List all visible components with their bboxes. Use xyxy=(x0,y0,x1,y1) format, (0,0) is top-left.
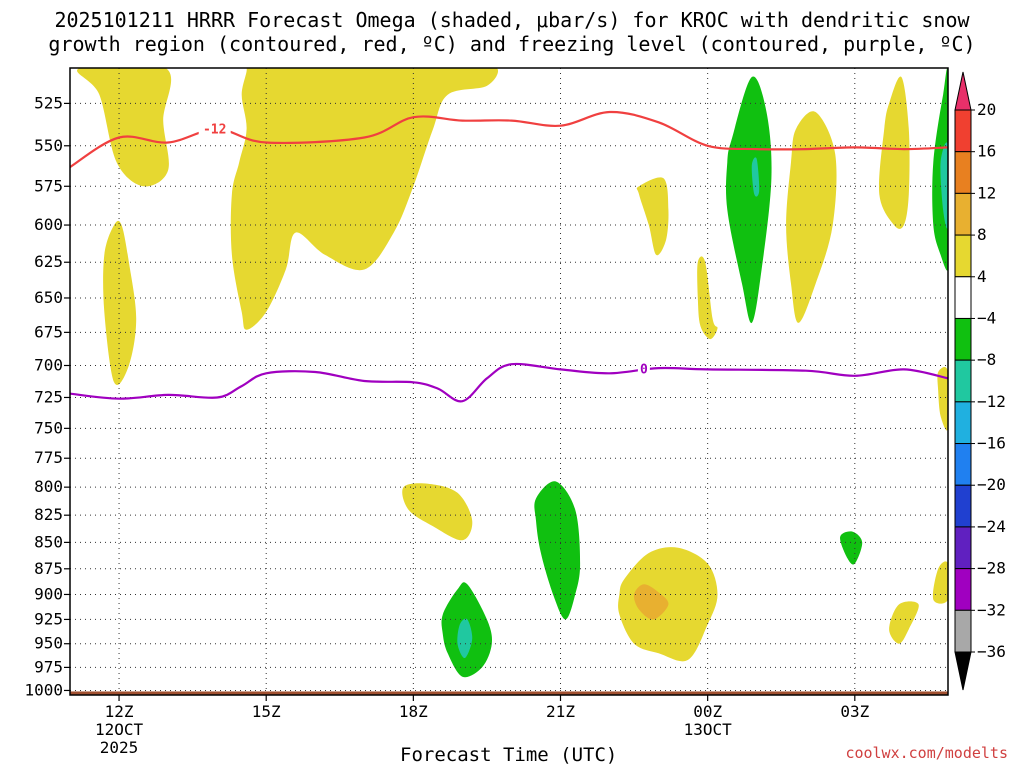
colorbar-label: −16 xyxy=(977,434,1006,453)
y-tick-label: 700 xyxy=(34,355,63,374)
y-tick-label: 675 xyxy=(34,322,63,341)
omega-region xyxy=(751,157,760,197)
omega-region xyxy=(725,76,772,324)
colorbar-segment xyxy=(954,526,972,570)
contour-label-bg xyxy=(198,121,231,136)
omega-region xyxy=(840,531,863,565)
omega-region xyxy=(103,220,137,385)
colorbar-segment xyxy=(954,401,972,445)
x-tick-label: 21Z xyxy=(546,702,575,721)
y-tick-label: 550 xyxy=(34,136,63,155)
omega-region xyxy=(937,367,948,431)
omega-region xyxy=(230,68,499,330)
omega-region xyxy=(636,177,669,256)
colorbar-label: 12 xyxy=(977,183,996,202)
omega-region xyxy=(932,561,948,604)
chart-title-line-2: growth region (contoured, red, ºC) and f… xyxy=(48,32,976,56)
colorbar-segment xyxy=(954,109,972,153)
colorbar-segment xyxy=(954,443,972,486)
x-axis-title: Forecast Time (UTC) xyxy=(400,744,618,766)
y-tick-label: 625 xyxy=(34,252,63,271)
y-tick-label: 950 xyxy=(34,634,63,653)
x-tick-date: 13OCT xyxy=(684,720,733,739)
colorbar-bottom-arrow xyxy=(954,651,972,691)
plot-area: -12 0 xyxy=(70,68,948,695)
omega-region xyxy=(457,618,473,659)
omega-region xyxy=(77,68,172,187)
colorbar-label: 4 xyxy=(977,267,987,286)
contour-label: 0 xyxy=(640,363,648,378)
colorbar-label: −28 xyxy=(977,559,1006,578)
colorbar-label: 20 xyxy=(977,100,996,119)
ground-strip xyxy=(70,691,948,695)
y-tick-label: 575 xyxy=(34,176,63,195)
colorbar-segment xyxy=(954,484,972,528)
y-tick-label: 875 xyxy=(34,559,63,578)
colorbar-label: 8 xyxy=(977,225,987,244)
colorbar-segment xyxy=(954,151,972,194)
y-tick-label: 650 xyxy=(34,288,63,307)
colorbar-label: 16 xyxy=(977,142,996,161)
y-tick-label: 925 xyxy=(34,609,63,628)
y-tick-label: 750 xyxy=(34,418,63,437)
y-tick-label: 725 xyxy=(34,387,63,406)
colorbar-segment xyxy=(954,609,972,653)
colorbar: 20 16 12 8 4 −4 −8 −12 −16 −20 −24 −28 −32 −36 xyxy=(954,71,1006,691)
colorbar-segment xyxy=(954,192,972,236)
colorbar-label: −36 xyxy=(977,642,1006,661)
x-tick-year: 2025 xyxy=(100,738,139,757)
y-tick-label: 975 xyxy=(34,657,63,676)
omega-region xyxy=(940,142,948,229)
x-tick-date: 12OCT xyxy=(95,720,144,739)
colorbar-segment xyxy=(954,359,972,403)
omega-region xyxy=(786,111,837,323)
y-tick-label: 525 xyxy=(34,93,63,112)
colorbar-label: −32 xyxy=(977,600,1006,619)
plot-clip-group: -12 0 xyxy=(70,68,948,695)
colorbar-top-arrow xyxy=(954,71,972,111)
colorbar-label: −20 xyxy=(977,475,1006,494)
y-tick-label: 825 xyxy=(34,505,63,524)
x-tick-label: 00Z xyxy=(693,702,722,721)
colorbar-label: −4 xyxy=(977,308,996,327)
omega-region xyxy=(534,481,581,620)
y-tick-label: 775 xyxy=(34,448,63,467)
colorbar-segment xyxy=(954,234,972,278)
watermark-text: coolwx.com/modelts xyxy=(845,744,1008,762)
axes: 525 550 575 600 625 650 675 700 725 750 775 800 825 8… xyxy=(24,67,949,757)
contour-label-bg xyxy=(637,361,650,376)
colorbar-label: −8 xyxy=(977,350,996,369)
chart-title-line-1: 2025101211 HRRR Forecast Omega (shaded, … xyxy=(54,8,970,32)
x-tick-label: 12Z xyxy=(105,702,134,721)
x-tick-label: 18Z xyxy=(399,702,428,721)
omega-region xyxy=(889,601,919,644)
contour-label: -12 xyxy=(203,123,226,138)
colorbar-label: −12 xyxy=(977,392,1006,411)
y-tick-label: 850 xyxy=(34,532,63,551)
y-tick-label: 900 xyxy=(34,584,63,603)
colorbar-label: −24 xyxy=(977,517,1006,536)
omega-region xyxy=(932,68,948,271)
y-tick-label: 600 xyxy=(34,215,63,234)
omega-region xyxy=(633,584,669,620)
colorbar-segment xyxy=(954,276,972,319)
y-tick-label: 1000 xyxy=(24,680,63,699)
omega-region xyxy=(878,76,910,229)
x-tick-label: 15Z xyxy=(252,702,281,721)
contour-line xyxy=(70,362,948,403)
plot-frame xyxy=(69,67,949,696)
omega-region xyxy=(402,483,473,541)
colorbar-segment xyxy=(954,568,972,611)
x-tick-label: 03Z xyxy=(840,702,869,721)
y-tick-label: 800 xyxy=(34,477,63,496)
colorbar-segment xyxy=(954,317,972,361)
omega-region xyxy=(697,256,718,340)
